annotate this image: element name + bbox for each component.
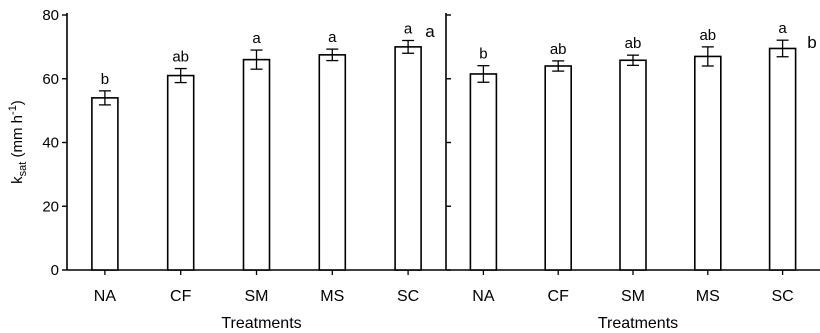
- y-axis-label: ksat (mm h-1): [7, 100, 29, 184]
- significance-letter: ab: [172, 49, 189, 66]
- category-label: CF: [170, 288, 192, 305]
- significance-letter: ab: [625, 35, 642, 52]
- category-label: MS: [696, 288, 720, 305]
- panel-b: NA b CF ab SM ab MS ab SC a Treatments b: [445, 13, 820, 332]
- y-axis-label-sub: sat: [17, 162, 29, 177]
- bar-ms: [318, 54, 347, 271]
- y-axis-label-units: (mm h: [9, 115, 26, 162]
- category-label: SC: [771, 288, 793, 305]
- panel-a: 0 20 40 60 80 NA b CF ab SM a MS a SC a Treatments a: [42, 7, 446, 332]
- significance-letter: ab: [699, 27, 716, 44]
- significance-letter: a: [328, 29, 337, 46]
- category-label: NA: [472, 288, 495, 305]
- significance-letter: b: [101, 71, 109, 88]
- y-tick-label: 60: [42, 71, 59, 88]
- bar-ms: [693, 55, 722, 271]
- bar-sm: [242, 58, 271, 271]
- y-axis-label-sup: -1: [7, 105, 19, 115]
- bar-na: [91, 97, 119, 271]
- bar-sc: [394, 46, 422, 271]
- panel-label: b: [807, 33, 816, 52]
- category-label: SM: [621, 288, 645, 305]
- y-tick-label: 0: [51, 262, 59, 279]
- bar-cf: [166, 74, 195, 271]
- significance-letter: a: [778, 20, 787, 37]
- category-label: SC: [397, 288, 419, 305]
- y-tick-label: 20: [42, 198, 59, 215]
- bar-cf: [544, 65, 573, 271]
- significance-letter: a: [252, 30, 261, 47]
- x-axis-title: Treatments: [221, 315, 301, 332]
- significance-letter: a: [404, 21, 413, 38]
- bar-sc: [768, 47, 797, 271]
- category-label: NA: [94, 288, 117, 305]
- y-tick-label: 40: [42, 135, 59, 152]
- x-axis-title: Treatments: [598, 315, 678, 332]
- panel-label: a: [425, 22, 435, 41]
- bar-na: [469, 73, 498, 271]
- y-tick-label: 80: [42, 7, 59, 24]
- category-label: SM: [245, 288, 269, 305]
- y-axis-label-main: k: [9, 176, 26, 184]
- significance-letter: ab: [550, 41, 567, 58]
- y-axis-label-close: ): [9, 100, 26, 105]
- category-label: MS: [320, 288, 344, 305]
- category-label: CF: [548, 288, 570, 305]
- bar-sm: [619, 59, 647, 271]
- significance-letter: b: [479, 46, 487, 63]
